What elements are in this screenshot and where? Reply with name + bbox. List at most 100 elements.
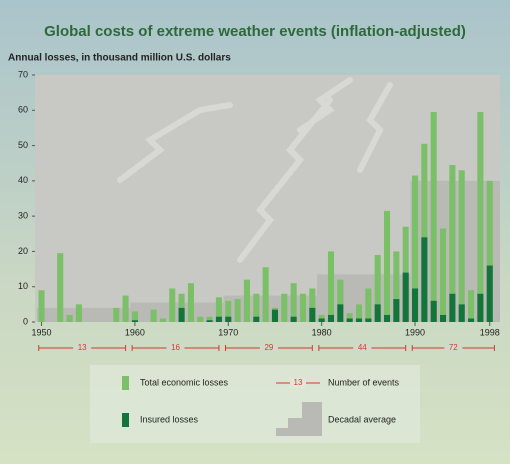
bar (150, 309, 157, 322)
bar (486, 265, 493, 322)
bar (215, 297, 222, 322)
bar (355, 318, 363, 322)
legend-event-sample: 13 (294, 378, 303, 387)
bar (374, 254, 381, 322)
event-label: 29 (264, 343, 273, 352)
bar (187, 283, 194, 322)
bar (197, 316, 204, 322)
y-tick-label: 20 (18, 246, 28, 256)
legend-box (90, 365, 420, 443)
bar (346, 318, 353, 322)
bar (159, 318, 166, 322)
legend-label: Insured losses (140, 414, 199, 424)
bar (477, 293, 484, 322)
bar (449, 164, 456, 322)
bar (355, 304, 363, 322)
bar (66, 314, 73, 322)
bar (440, 228, 447, 322)
event-label-bg (166, 343, 185, 353)
legend-decadal-icon (276, 402, 322, 436)
bar (327, 251, 335, 322)
bar (393, 251, 400, 322)
legend-swatch (122, 413, 129, 427)
bar (383, 314, 391, 322)
legend-label: Decadal average (328, 414, 396, 424)
legend-event-bg (290, 378, 306, 388)
bar (75, 304, 82, 322)
bar (440, 314, 447, 322)
bar (346, 313, 353, 322)
subtitle: Annual losses, in thousand million U.S. … (8, 53, 231, 64)
chart-title: Global costs of extreme weather events (… (44, 23, 466, 40)
event-label-bg (73, 343, 92, 353)
legend-swatch (122, 376, 129, 390)
bar (327, 314, 335, 322)
bar (458, 304, 465, 322)
legend-label: Number of events (328, 377, 400, 387)
bar (299, 293, 307, 322)
bar (318, 318, 325, 322)
bar (430, 112, 437, 322)
bar (486, 180, 493, 322)
bar (309, 288, 316, 322)
event-label-bg (444, 343, 463, 353)
y-tick-label: 60 (18, 105, 28, 115)
bar (365, 318, 372, 322)
bar (169, 288, 176, 322)
x-tick-label: 1980 (312, 327, 332, 337)
bar (225, 316, 232, 322)
x-tick-label: 1970 (218, 327, 238, 337)
bar (449, 293, 456, 322)
bar (271, 309, 279, 322)
y-tick-label: 30 (18, 211, 28, 221)
bar (477, 112, 484, 322)
bar (262, 267, 269, 322)
event-label: 16 (171, 343, 180, 352)
bar (421, 237, 428, 322)
bar (57, 253, 64, 322)
bar (337, 279, 344, 322)
bar (234, 299, 241, 322)
bar (402, 272, 409, 322)
bar (290, 316, 297, 322)
y-tick-label: 10 (18, 281, 28, 291)
bar (38, 290, 45, 322)
event-label: 44 (358, 343, 367, 352)
bar (253, 293, 260, 322)
event-label: 72 (449, 343, 458, 352)
bar (253, 316, 260, 322)
bar (411, 175, 419, 322)
bar (131, 311, 138, 322)
bar (468, 290, 475, 322)
x-tick-label: 1990 (405, 327, 425, 337)
bar (206, 316, 213, 322)
bar (430, 300, 437, 322)
x-tick-label: 1960 (125, 327, 145, 337)
bar (383, 210, 391, 322)
bar (393, 299, 400, 322)
lightning (117, 77, 393, 263)
y-tick-label: 0 (23, 316, 28, 326)
bar (468, 318, 475, 322)
bar (206, 320, 213, 322)
bar (290, 283, 297, 322)
bar (243, 279, 250, 322)
bar (421, 143, 428, 322)
bar (113, 307, 120, 322)
event-label-bg (259, 343, 278, 353)
bar (281, 293, 288, 322)
bar (225, 300, 232, 322)
x-tick-label: 1950 (32, 327, 52, 337)
bar (458, 170, 465, 322)
bar (215, 316, 222, 322)
x-tick-label: 1998 (480, 327, 500, 337)
y-tick-label: 70 (18, 69, 28, 79)
legend-label: Total economic losses (140, 377, 229, 387)
bar (374, 304, 381, 322)
bar (365, 288, 372, 322)
bar (309, 307, 316, 322)
event-label-bg (353, 343, 372, 353)
event-label: 13 (78, 343, 87, 352)
bar (122, 295, 129, 322)
